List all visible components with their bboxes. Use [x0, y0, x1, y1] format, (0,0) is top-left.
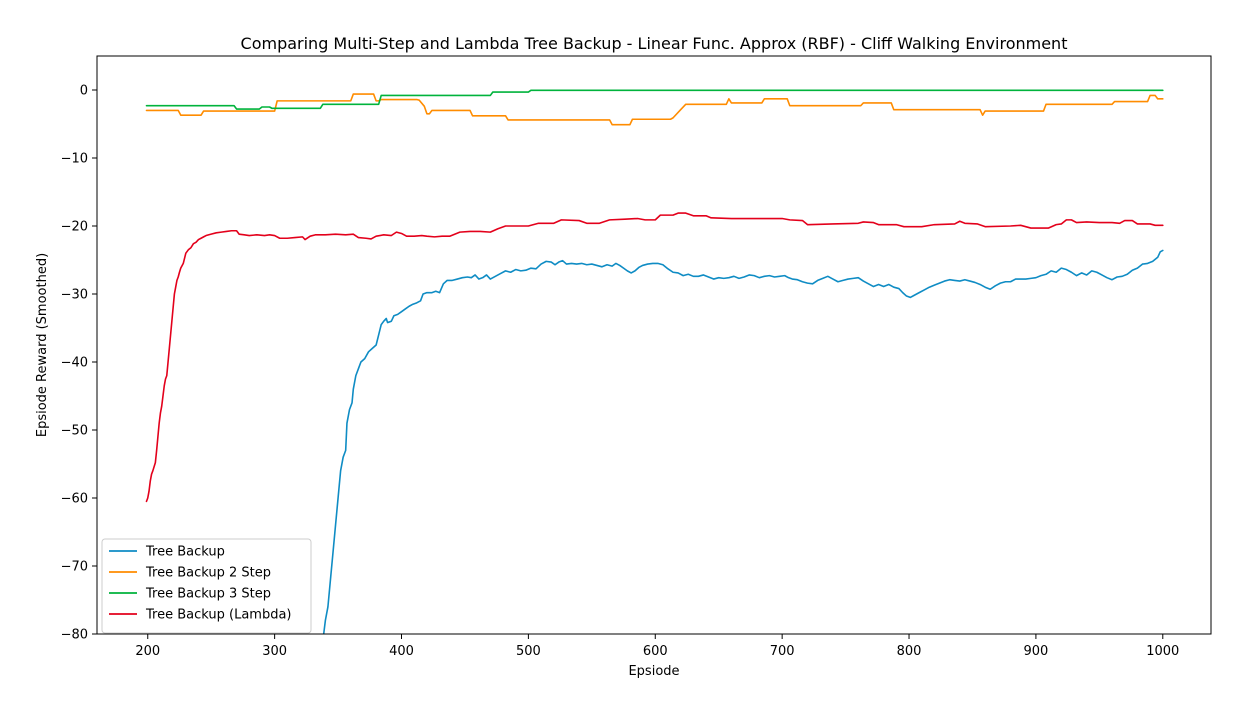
x-tick-label: 500 [516, 644, 541, 659]
legend-box [101, 538, 312, 634]
y-tick-label: 0 [80, 84, 88, 99]
y-tick-label: −50 [61, 424, 88, 439]
series-layer [145, 89, 1164, 634]
legend-entry-label: Tree Backup 2 Step [145, 566, 271, 581]
x-tick-label: 600 [643, 644, 668, 659]
plot-area-frame [96, 55, 1212, 635]
x-tick-label: 700 [770, 644, 795, 659]
series-line-2 [145, 93, 1164, 126]
y-tick-label: −80 [61, 628, 88, 643]
x-tick-label: 900 [1023, 644, 1048, 659]
legend-entry-label: Tree Backup [145, 545, 225, 560]
y-tick-label: −20 [61, 220, 88, 235]
y-tick-label: −40 [61, 356, 88, 371]
legend-entry-label: Tree Backup (Lambda) [145, 608, 292, 623]
x-tick-label: 200 [135, 644, 160, 659]
series-line-4 [145, 212, 1164, 503]
y-axis-title: Epsiode Reward (Smoothed) [35, 253, 50, 437]
x-tick-label: 800 [897, 644, 922, 659]
legend: Tree Backup Tree Backup 2 Step Tree Backup… [101, 538, 312, 634]
x-axis: 200 300 400 500 600 700 800 900 1000 [135, 634, 1179, 659]
x-tick-label: 300 [262, 644, 287, 659]
y-tick-label: −60 [61, 492, 88, 507]
y-tick-label: −30 [61, 288, 88, 303]
series-line-3 [145, 89, 1164, 110]
x-tick-label: 400 [389, 644, 414, 659]
legend-entry-label: Tree Backup 3 Step [145, 587, 271, 602]
x-tick-label: 1000 [1146, 644, 1179, 659]
series-line-1 [322, 249, 1164, 634]
x-axis-title: Epsiode [628, 664, 679, 679]
y-tick-label: −10 [61, 152, 88, 167]
chart-title: Comparing Multi-Step and Lambda Tree Bac… [241, 34, 1068, 53]
y-axis: 0 −10 −20 −30 −40 −50 −60 −70 −80 [61, 84, 97, 643]
y-tick-label: −70 [61, 560, 88, 575]
